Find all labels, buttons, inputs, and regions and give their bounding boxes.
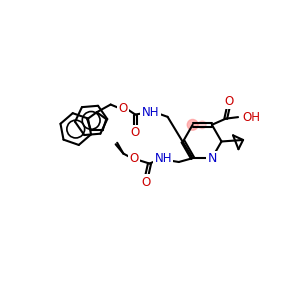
Text: O: O <box>130 126 140 139</box>
Text: NH: NH <box>142 106 159 119</box>
Text: O: O <box>130 152 139 165</box>
Text: O: O <box>224 95 233 108</box>
Text: OH: OH <box>242 111 260 124</box>
Circle shape <box>198 121 206 129</box>
Text: O: O <box>118 102 128 115</box>
Text: N: N <box>208 152 217 165</box>
Circle shape <box>187 119 198 130</box>
Text: NH: NH <box>154 152 172 165</box>
Text: O: O <box>142 176 151 188</box>
